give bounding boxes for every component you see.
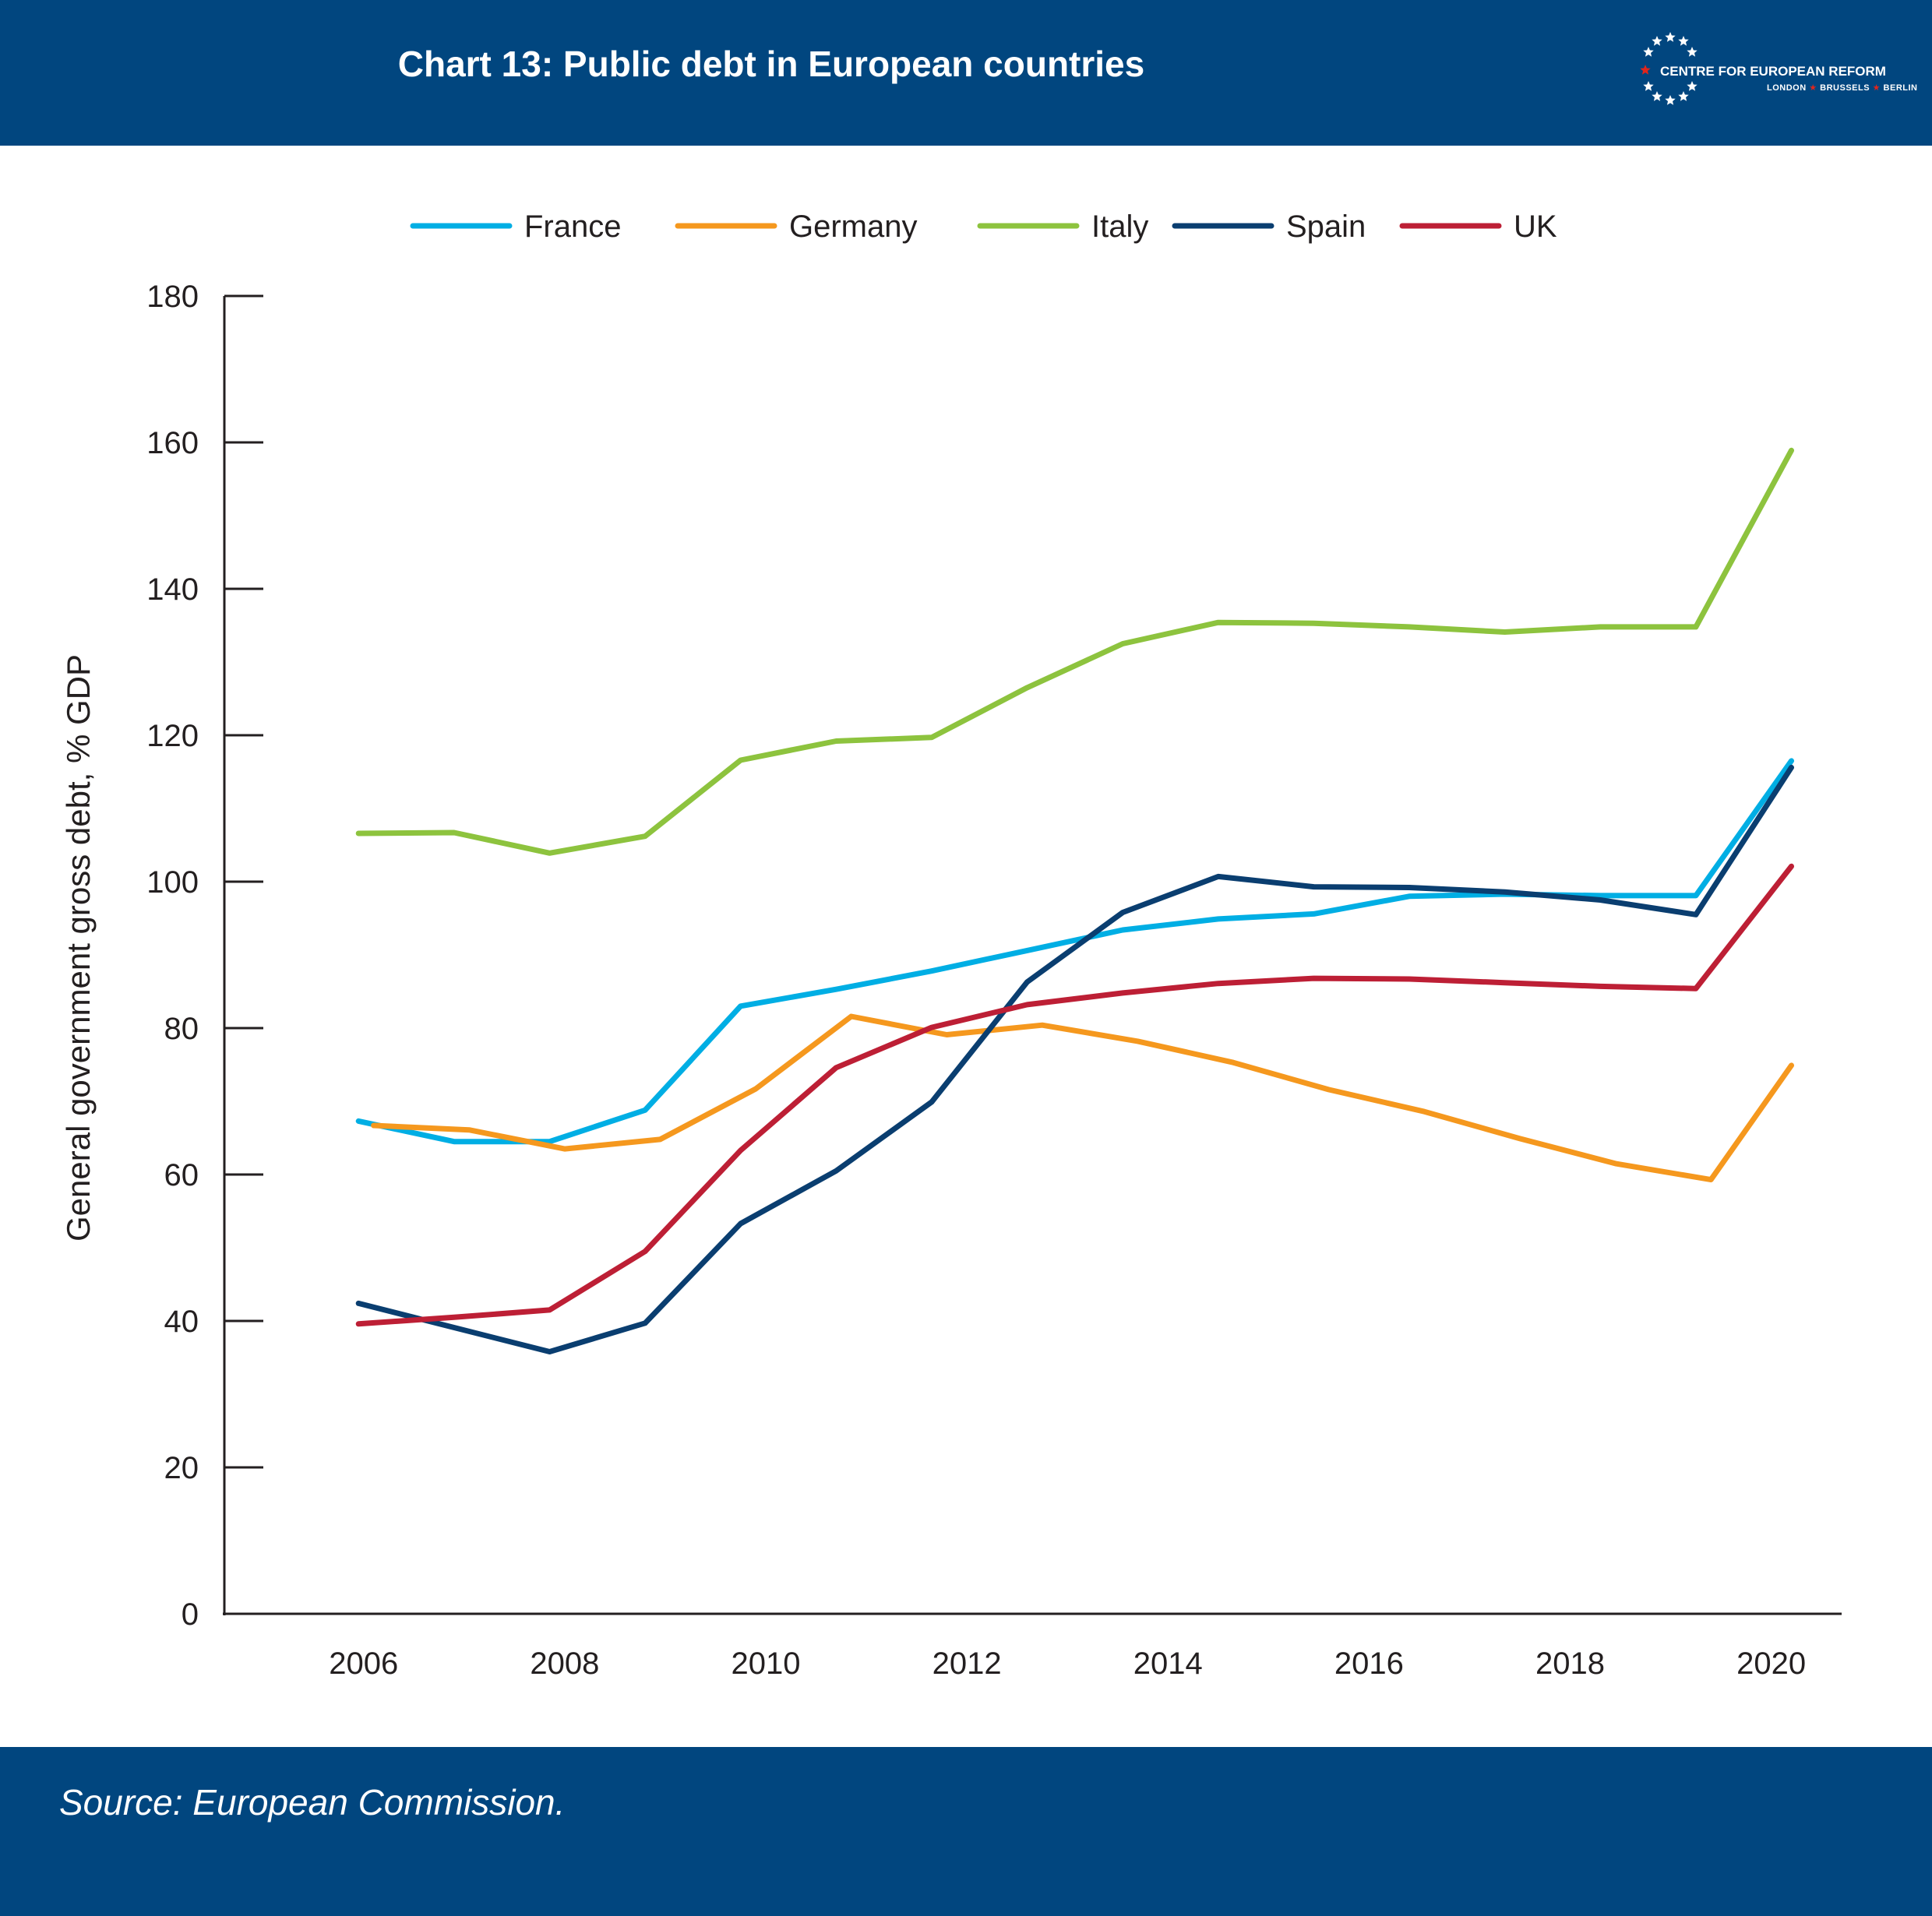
logo-star-icon	[1640, 65, 1651, 75]
x-tick-label: 2006	[329, 1647, 398, 1681]
logo-city-brussels: BRUSSELS	[1820, 83, 1870, 93]
series-line-uk	[355, 863, 1794, 1327]
x-tick-label: 2020	[1736, 1647, 1806, 1681]
logo-star-icon	[1652, 91, 1662, 101]
header-bar: Chart 13: Public debt in European countr…	[0, 0, 1932, 146]
legend-label-italy: Italy	[1091, 210, 1148, 244]
logo-star-icon	[1652, 36, 1662, 46]
logo-star-icon	[1643, 81, 1654, 91]
series-line-spain	[355, 764, 1794, 1354]
chart-axes	[223, 296, 1842, 1615]
y-tick-label: 100	[146, 865, 199, 900]
logo-star-icon	[1687, 81, 1698, 91]
x-tick-label: 2008	[530, 1647, 599, 1681]
logo-star-icon	[1678, 91, 1689, 101]
y-tick-label: 0	[182, 1597, 199, 1632]
source-note: Source: European Commission.	[59, 1782, 566, 1823]
series-lines	[355, 447, 1794, 1354]
series-line-france	[355, 758, 1794, 1145]
y-tick-label: 160	[146, 426, 199, 460]
legend-label-uk: UK	[1514, 210, 1557, 244]
cer-logo: CENTRE FOR EUROPEAN REFORM LONDON ★ BRUS…	[1636, 30, 1917, 115]
x-tick-label: 2018	[1535, 1647, 1605, 1681]
y-tick-label: 80	[164, 1012, 199, 1046]
footer-bar: Source: European Commission.	[0, 1747, 1932, 1916]
y-tick-label: 120	[146, 719, 199, 753]
x-tick-label: 2010	[731, 1647, 800, 1681]
logo-star-icon	[1665, 95, 1676, 105]
logo-star-icon	[1678, 36, 1689, 46]
logo-star-icon	[1665, 32, 1676, 42]
logo-star-icon	[1687, 47, 1698, 57]
chart-title: Chart 13: Public debt in European countr…	[397, 44, 1145, 84]
y-ticks: 0 20 40 60 80 100 120 140 160 180	[146, 280, 263, 1632]
x-tick-label: 2014	[1133, 1647, 1203, 1681]
y-tick-label: 20	[164, 1451, 199, 1485]
logo-name: CENTRE FOR EUROPEAN REFORM	[1660, 64, 1886, 79]
logo-city-london: LONDON	[1767, 83, 1807, 93]
logo-star-icon	[1643, 47, 1654, 57]
x-ticks: 2006 2008 2010 2012 2014 2016 2018 2020	[329, 1647, 1806, 1681]
y-axis-label: General government gross debt, % GDP	[60, 654, 97, 1242]
logo-cities: LONDON ★ BRUSSELS ★ BERLIN	[1767, 83, 1918, 93]
legend-label-germany: Germany	[789, 210, 918, 244]
series-line-germany	[371, 1013, 1794, 1183]
y-tick-label: 60	[164, 1158, 199, 1192]
eu-stars-icon	[1640, 32, 1698, 105]
logo-city-berlin: BERLIN	[1883, 83, 1918, 93]
y-tick-label: 140	[146, 572, 199, 607]
line-chart: France Germany Italy Spain UK 0 20 40 60 80 100 12…	[60, 210, 1842, 1681]
x-tick-label: 2016	[1334, 1647, 1404, 1681]
series-line-italy	[355, 447, 1794, 856]
legend-label-france: France	[524, 210, 622, 244]
legend-label-spain: Spain	[1286, 210, 1366, 244]
chart-legend: France Germany Italy Spain UK	[410, 210, 1557, 244]
y-tick-label: 40	[164, 1305, 199, 1339]
x-tick-label: 2012	[933, 1647, 1002, 1681]
y-tick-label: 180	[146, 280, 199, 314]
